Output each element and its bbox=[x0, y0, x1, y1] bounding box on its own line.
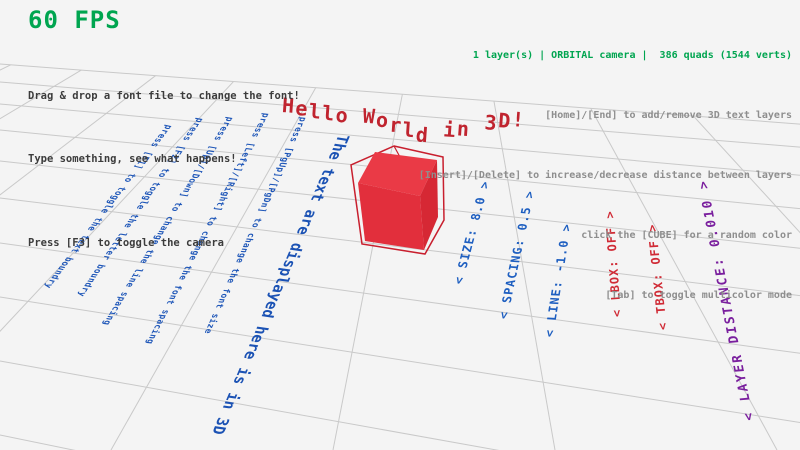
hint-multicolor: [Tab] to toggle multicolor mode bbox=[605, 290, 792, 301]
cube-front-face bbox=[358, 183, 424, 250]
hint-type: Type something, see what happens! bbox=[28, 153, 237, 165]
hint-distance: [Insert]/[Delete] to increase/decrease d… bbox=[418, 170, 792, 181]
hint-cube-color: click the [CUBE] for a random color bbox=[581, 230, 792, 241]
status-bar: 1 layer(s) | ORBITAL camera | 386 quads … bbox=[472, 50, 792, 61]
hint-layers: [Home]/[End] to add/remove 3D text layer… bbox=[545, 110, 792, 121]
fps-counter: 60 FPS bbox=[28, 6, 121, 34]
hud-left: 60 FPS Drag & drop a font file to change… bbox=[28, 6, 300, 296]
cube[interactable] bbox=[350, 145, 445, 255]
cube-top-face bbox=[358, 152, 437, 196]
hint-camera: Press [F3] to toggle the camera bbox=[28, 237, 224, 249]
cube-right-face bbox=[420, 160, 438, 250]
hint-drag-drop: Drag & drop a font file to change the fo… bbox=[28, 90, 300, 102]
cube-wireframe bbox=[350, 145, 445, 255]
hud-right: 1 layer(s) | ORBITAL camera | 386 quads … bbox=[419, 6, 792, 346]
